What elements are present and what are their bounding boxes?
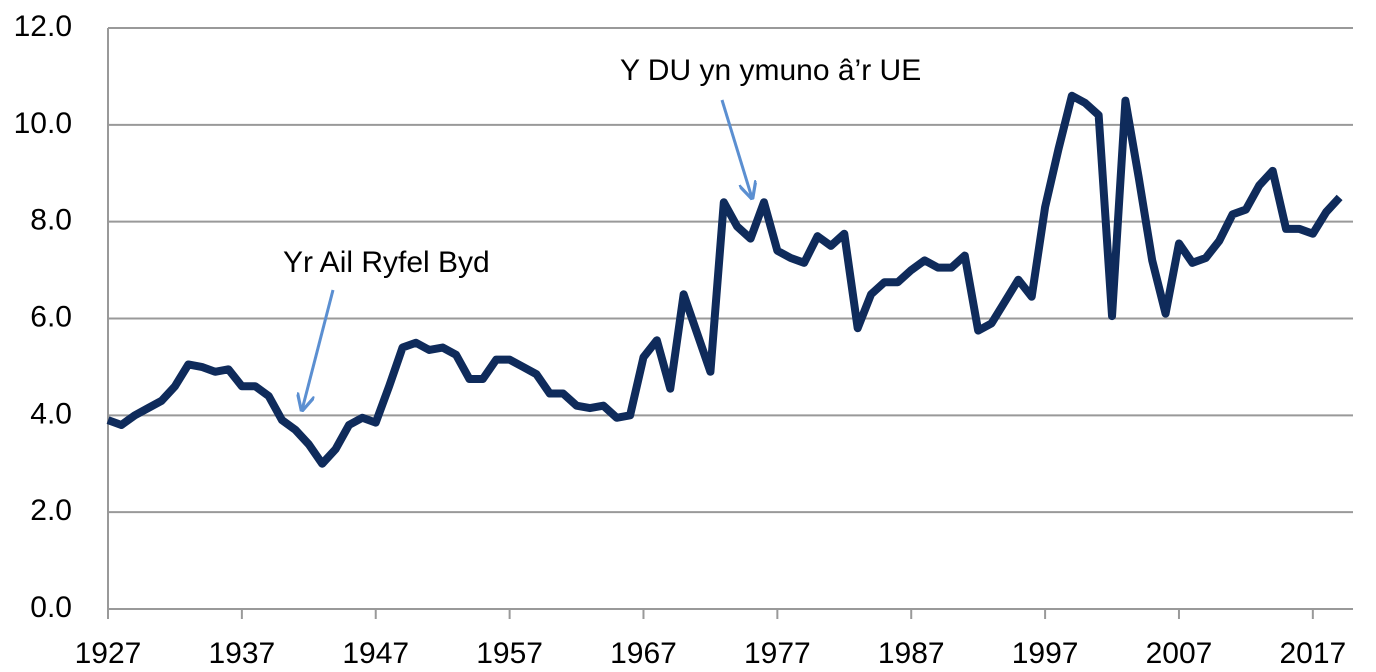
annotation-arrow [302, 289, 335, 410]
y-tick-label: 2.0 [30, 494, 72, 527]
y-tick-label: 4.0 [30, 397, 72, 430]
x-tick-label: 1927 [75, 637, 142, 670]
x-tick-label: 1937 [208, 637, 275, 670]
x-tick-label: 2007 [1146, 637, 1213, 670]
x-tick-label: 2017 [1279, 637, 1346, 670]
y-tick-label: 10.0 [14, 107, 72, 140]
x-tick-label: 1957 [476, 637, 543, 670]
y-tick-label: 6.0 [30, 300, 72, 333]
annotation: Yr Ail Ryfel Byd [283, 246, 490, 279]
annotation-arrow [720, 99, 752, 198]
x-tick-label: 1997 [1012, 637, 1079, 670]
x-tick-label: 1977 [744, 637, 811, 670]
y-tick-label: 0.0 [30, 591, 72, 624]
line-series [106, 91, 1343, 468]
y-tick-label: 12.0 [14, 10, 72, 43]
grid [107, 27, 1353, 619]
annotation: Y DU yn ymuno â’r UE [620, 54, 921, 87]
x-tick-label: 1947 [342, 637, 409, 670]
x-tick-label: 1967 [610, 637, 677, 670]
y-tick-label: 8.0 [30, 204, 72, 237]
x-tick-label: 1987 [878, 637, 945, 670]
